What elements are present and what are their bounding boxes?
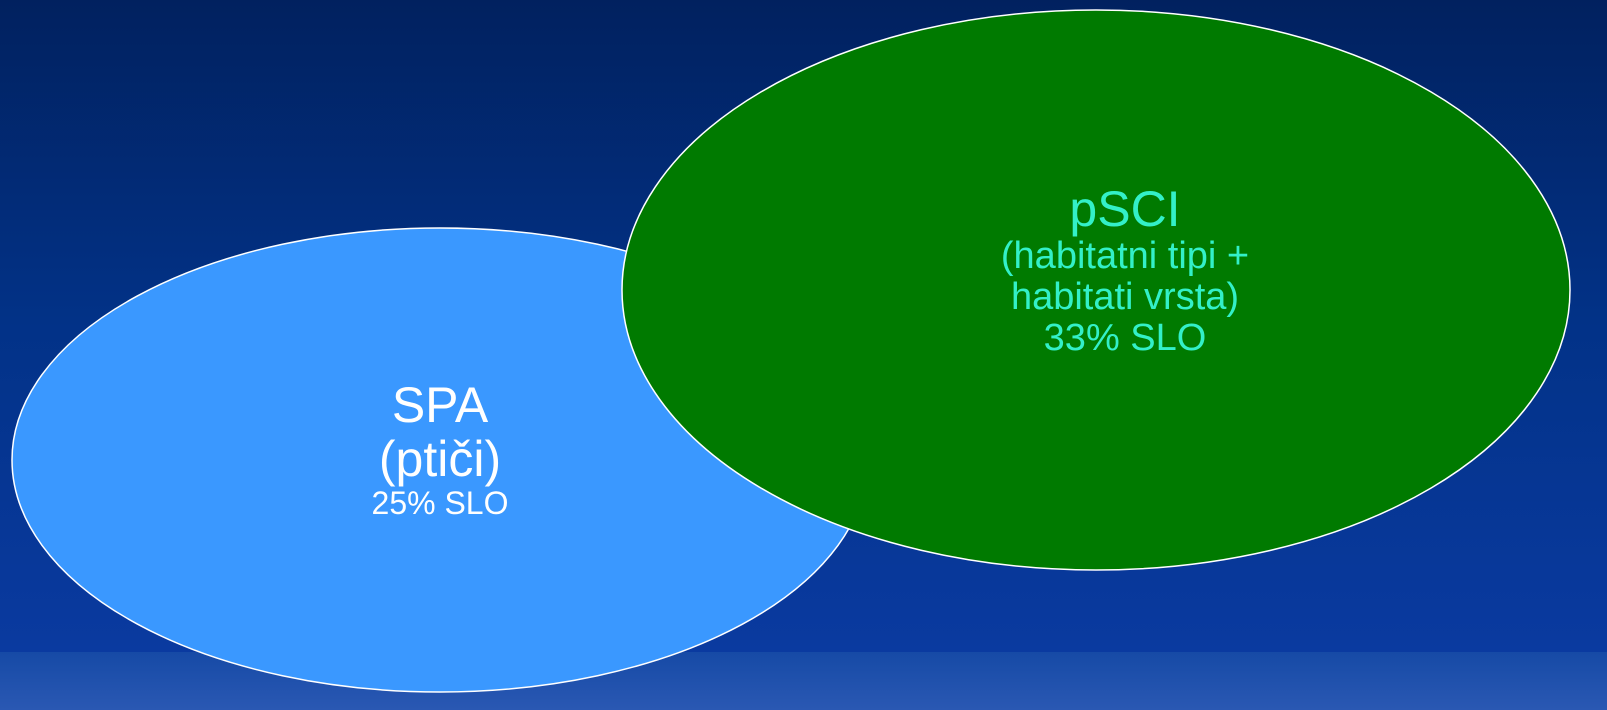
psci-subtitle-line2: habitati vrsta) [1010, 276, 1240, 319]
psci-title: pSCI [1069, 181, 1181, 237]
spa-subtitle: (ptiči) [378, 431, 502, 487]
psci-share: 33% SLO [1043, 317, 1207, 360]
spa-label: SPA (ptiči) 25% SLO [290, 378, 590, 521]
psci-subtitle-line1: (habitatni tipi + [1000, 235, 1250, 277]
psci-ellipse [621, 9, 1571, 571]
psci-label: pSCI (habitatni tipi + habitati vrsta) 3… [900, 182, 1350, 359]
spa-title: SPA [391, 377, 489, 433]
spa-share: 25% SLO [371, 485, 509, 521]
